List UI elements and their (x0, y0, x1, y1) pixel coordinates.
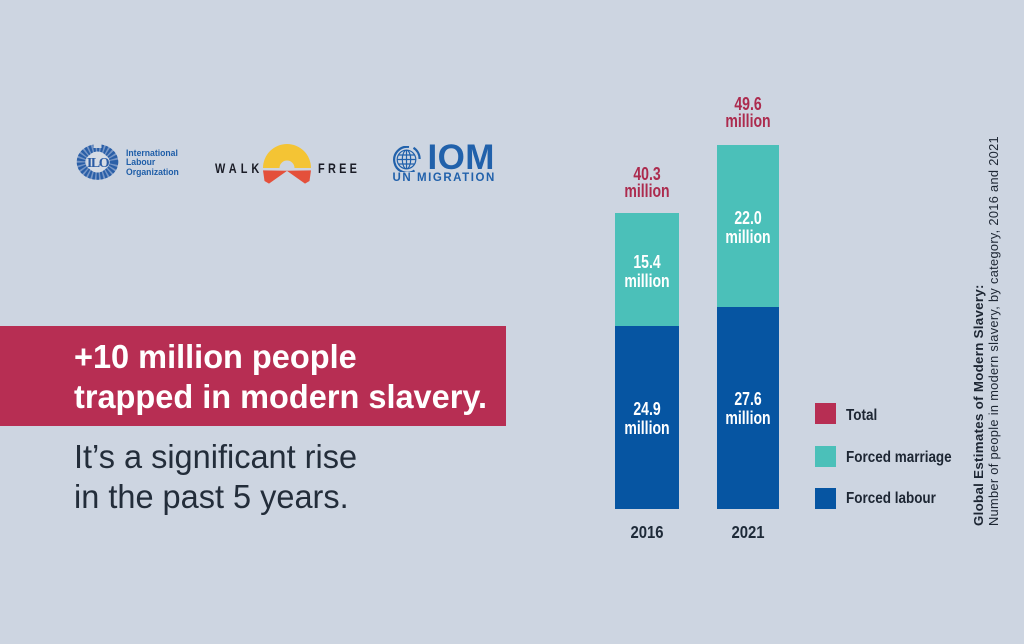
svg-text:ILO: ILO (87, 156, 110, 171)
